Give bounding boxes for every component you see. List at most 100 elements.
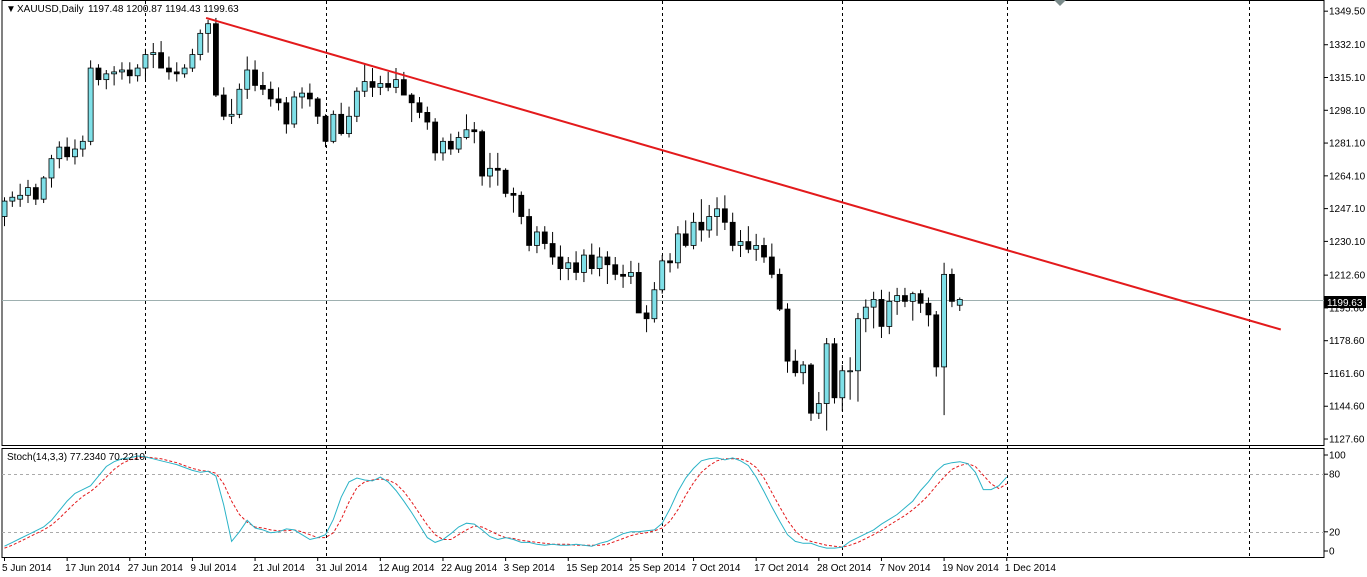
candle — [322, 114, 329, 148]
collapse-arrow-icon[interactable]: ▼ — [6, 4, 16, 15]
price-tick-label: 1349.50 — [1329, 7, 1366, 18]
candle — [956, 297, 963, 311]
candle — [941, 262, 947, 416]
candle — [361, 64, 368, 97]
bear-candle-body — [259, 85, 266, 90]
bear-candle-body — [808, 364, 814, 414]
candle — [604, 251, 611, 285]
time-tick-label: 7 Oct 2014 — [692, 563, 741, 574]
candle — [32, 183, 39, 205]
price-tick-label: 1212.60 — [1329, 271, 1366, 282]
candle — [220, 87, 227, 121]
candle — [181, 64, 188, 78]
bull-candle-body — [244, 69, 251, 90]
candle — [620, 264, 626, 288]
bull-candle-body — [393, 79, 399, 88]
candle — [463, 114, 470, 140]
time-tick-label: 1 Dec 2014 — [1005, 563, 1057, 574]
candle — [933, 310, 940, 377]
time-tick-label: 7 Nov 2014 — [879, 563, 931, 574]
bear-candle-body — [369, 81, 376, 88]
bull-candle-body — [706, 216, 713, 231]
candle — [549, 231, 556, 265]
price-axis[interactable]: 1349.50 1332.10 1315.10 1298.10 1281.10 1264.… — [1324, 7, 1366, 446]
candle — [416, 96, 423, 119]
candle — [479, 129, 486, 186]
bull-candle-body — [1, 200, 8, 217]
candle — [87, 60, 94, 146]
bear-candle-body — [878, 299, 885, 327]
bull-candle-body — [228, 113, 235, 117]
ohlc-values: 1197.48 1200.87 1194.43 1199.63 — [88, 4, 239, 15]
bull-candle-body — [565, 262, 572, 269]
candle — [353, 87, 360, 123]
candle — [768, 243, 775, 279]
stochastic-panel[interactable] — [1, 448, 1325, 558]
bear-candle-body — [252, 69, 258, 86]
candle — [103, 69, 110, 90]
bear-candle-body — [557, 256, 564, 269]
candle — [236, 83, 243, 119]
bull-candle-body — [103, 73, 110, 81]
time-axis[interactable]: 5 Jun 2014 17 Jun 2014 27 Jun 2014 9 Jul 20… — [2, 557, 1056, 574]
candle — [721, 195, 728, 231]
bear-candle-body — [322, 115, 329, 142]
bull-candle-body — [674, 233, 681, 264]
time-tick-label: 21 Jul 2014 — [253, 563, 305, 574]
time-tick-label: 17 Jun 2014 — [65, 563, 120, 574]
bear-candle-body — [949, 273, 955, 302]
candle — [737, 230, 744, 258]
candle — [111, 66, 118, 86]
candle — [659, 255, 666, 294]
trendline[interactable] — [205, 16, 1282, 331]
bear-candle-body — [338, 113, 345, 135]
bear-candle-body — [479, 131, 486, 177]
candle — [299, 87, 305, 109]
candle — [17, 183, 24, 207]
bull-candle-body — [330, 113, 337, 142]
bull-candle-body — [9, 196, 16, 202]
bull-candle-body — [862, 306, 869, 320]
bull-candle-body — [197, 32, 204, 55]
candle — [518, 191, 525, 225]
candle — [870, 291, 877, 329]
bear-candle-body — [573, 262, 579, 273]
bull-candle-body — [894, 295, 901, 302]
candle — [761, 237, 767, 263]
candle — [134, 64, 141, 82]
bear-candle-body — [541, 231, 548, 244]
price-tick-label: 1247.10 — [1329, 204, 1366, 215]
price-tick-label: 1332.10 — [1329, 40, 1366, 51]
candle — [815, 391, 822, 419]
shift-marker-icon[interactable] — [1054, 0, 1066, 6]
candle — [792, 349, 799, 377]
candle — [588, 243, 595, 275]
price-tick-label: 1161.60 — [1329, 369, 1365, 380]
bear-candle-body — [471, 129, 478, 133]
bull-candle-body — [142, 54, 149, 69]
bull-candle-body — [119, 69, 125, 73]
bull-candle-body — [463, 129, 470, 138]
bull-candle-body — [291, 96, 298, 125]
bull-candle-body — [628, 272, 634, 277]
stochastic-tick-label: 80 — [1329, 470, 1341, 481]
bear-candle-body — [526, 216, 533, 246]
candle — [205, 19, 211, 53]
candle — [573, 251, 579, 281]
time-tick-label: 25 Sep 2014 — [629, 563, 686, 574]
bear-candle-body — [314, 98, 321, 117]
candle — [847, 357, 854, 400]
candle — [119, 62, 125, 80]
price-tick-label: 1281.10 — [1329, 139, 1366, 150]
candle — [173, 62, 180, 82]
bear-candle-body — [510, 192, 517, 196]
bull-candle-body — [48, 158, 55, 179]
bear-candle-body — [220, 94, 227, 117]
candle — [1, 197, 8, 227]
candle — [886, 291, 893, 335]
bull-candle-body — [72, 148, 78, 158]
candle — [643, 305, 650, 333]
bear-candle-body — [432, 121, 439, 154]
bull-candle-body — [181, 67, 188, 75]
